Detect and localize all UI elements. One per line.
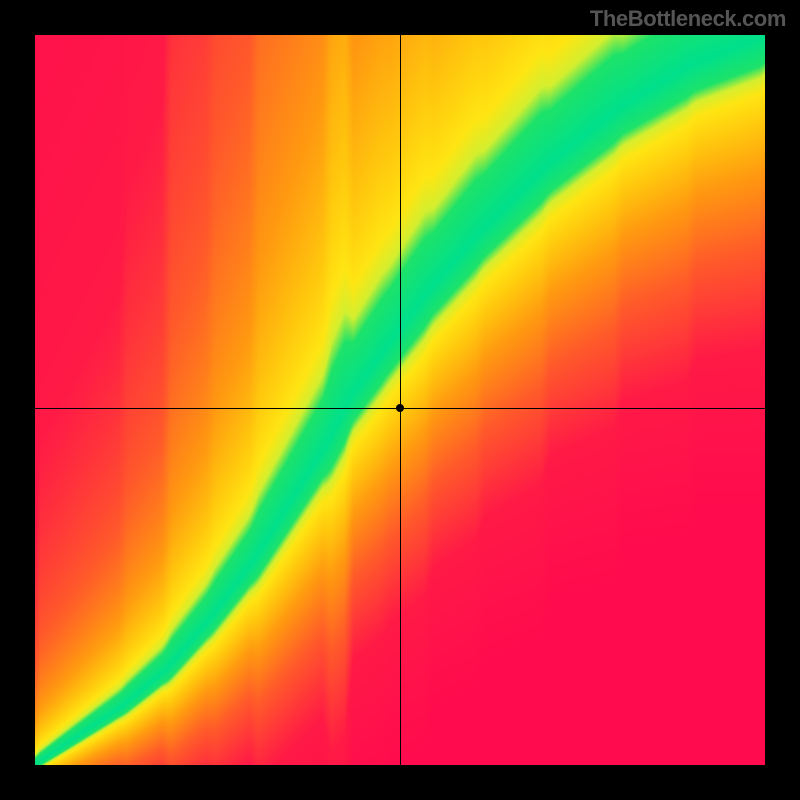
crosshair-vertical-line bbox=[400, 35, 401, 765]
watermark-text: TheBottleneck.com bbox=[590, 6, 786, 32]
crosshair-dot bbox=[396, 404, 404, 412]
heatmap-plot bbox=[35, 35, 765, 765]
